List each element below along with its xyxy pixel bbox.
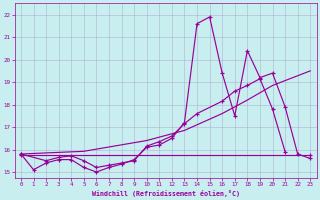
X-axis label: Windchill (Refroidissement éolien,°C): Windchill (Refroidissement éolien,°C): [92, 190, 240, 197]
